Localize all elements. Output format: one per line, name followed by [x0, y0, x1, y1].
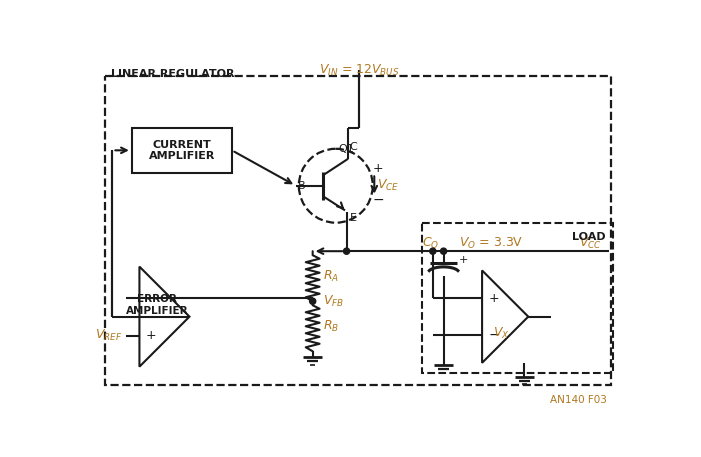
Text: −: −: [146, 291, 157, 305]
Text: $V_O$ = 3.3V: $V_O$ = 3.3V: [459, 236, 523, 251]
Text: $V_{CE}$: $V_{CE}$: [377, 178, 400, 193]
Bar: [104, 75, 611, 385]
Text: C: C: [350, 142, 358, 152]
Circle shape: [440, 248, 447, 254]
Text: CURRENT
AMPLIFIER: CURRENT AMPLIFIER: [149, 139, 215, 161]
Text: LINEAR REGULATOR: LINEAR REGULATOR: [111, 69, 234, 79]
Text: $R_B$: $R_B$: [323, 319, 339, 334]
Text: $V_X$: $V_X$: [493, 326, 510, 341]
Text: +: +: [488, 292, 499, 305]
Text: $V_{IN}$ = 12$V_{BUS}$: $V_{IN}$ = 12$V_{BUS}$: [318, 63, 399, 78]
Text: $C_O$: $C_O$: [422, 236, 439, 251]
Text: B: B: [298, 181, 306, 191]
Bar: [422, 223, 613, 373]
Bar: [132, 128, 232, 173]
Text: −: −: [488, 328, 500, 342]
Text: $V_{CC}$: $V_{CC}$: [579, 236, 601, 251]
Circle shape: [430, 248, 436, 254]
Circle shape: [343, 248, 350, 254]
Text: +: +: [459, 255, 468, 266]
Text: LOAD: LOAD: [571, 232, 605, 242]
Text: ERROR
AMPLIFIER: ERROR AMPLIFIER: [125, 294, 189, 316]
Text: $V_{FB}$: $V_{FB}$: [323, 294, 344, 309]
Text: Q1: Q1: [339, 144, 355, 154]
Text: E: E: [350, 213, 357, 223]
Text: −: −: [373, 192, 384, 207]
Text: +: +: [373, 162, 383, 175]
Text: AN140 F03: AN140 F03: [550, 395, 607, 405]
Circle shape: [310, 298, 315, 304]
Text: +: +: [146, 329, 156, 342]
Text: $V_{REF}$: $V_{REF}$: [95, 328, 123, 343]
Text: $R_A$: $R_A$: [323, 269, 339, 284]
